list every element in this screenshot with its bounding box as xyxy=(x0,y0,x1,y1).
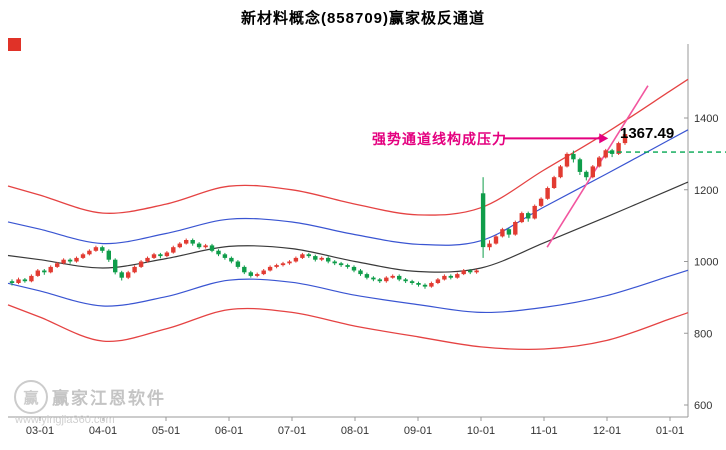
svg-text:05-01: 05-01 xyxy=(152,425,180,437)
svg-text:03-01: 03-01 xyxy=(26,425,54,437)
chart-title: 新材料概念(858709)赢家极反通道 xyxy=(240,10,486,27)
svg-text:1000: 1000 xyxy=(694,257,718,269)
svg-text:600: 600 xyxy=(694,400,712,412)
svg-text:800: 800 xyxy=(694,328,712,340)
svg-text:01-01: 01-01 xyxy=(656,425,684,437)
lower-red-channel-line xyxy=(7,304,689,351)
candles xyxy=(9,129,628,289)
svg-text:06-01: 06-01 xyxy=(215,425,243,437)
svg-text:1200: 1200 xyxy=(694,185,718,197)
svg-text:12-01: 12-01 xyxy=(593,425,621,437)
pressure-price-label: 1367.49 xyxy=(620,125,675,142)
svg-text:11-01: 11-01 xyxy=(530,425,557,437)
y-axis-labels: 600 800 1000 1200 1400 xyxy=(684,113,718,412)
lower-blue-channel-line xyxy=(7,269,689,314)
svg-text:07-01: 07-01 xyxy=(278,425,306,437)
watermark-logo-icon: 赢 xyxy=(14,380,48,414)
svg-text:09-01: 09-01 xyxy=(404,425,432,437)
upper-blue-channel-line xyxy=(7,129,689,246)
axes xyxy=(8,44,689,418)
upper-red-channel-line xyxy=(7,78,689,216)
red-marker-icon xyxy=(8,38,21,51)
svg-text:1400: 1400 xyxy=(694,113,718,125)
pressure-arrow xyxy=(503,133,609,144)
svg-text:08-01: 08-01 xyxy=(341,425,369,437)
svg-text:10-01: 10-01 xyxy=(467,425,495,437)
extreme-reversal-channel-lines xyxy=(7,78,689,351)
x-axis-labels: 03-01 04-01 05-01 06-01 07-01 08-01 09-01 10-01… xyxy=(26,417,684,437)
pressure-annotation-text: 强势通道线构成压力 xyxy=(372,131,507,147)
middle-black-channel-line xyxy=(7,181,689,273)
svg-text:04-01: 04-01 xyxy=(89,425,117,437)
watermark-url: www.yingjia360.com xyxy=(15,414,115,426)
watermark-software-name: 赢家江恩软件 xyxy=(52,389,166,408)
